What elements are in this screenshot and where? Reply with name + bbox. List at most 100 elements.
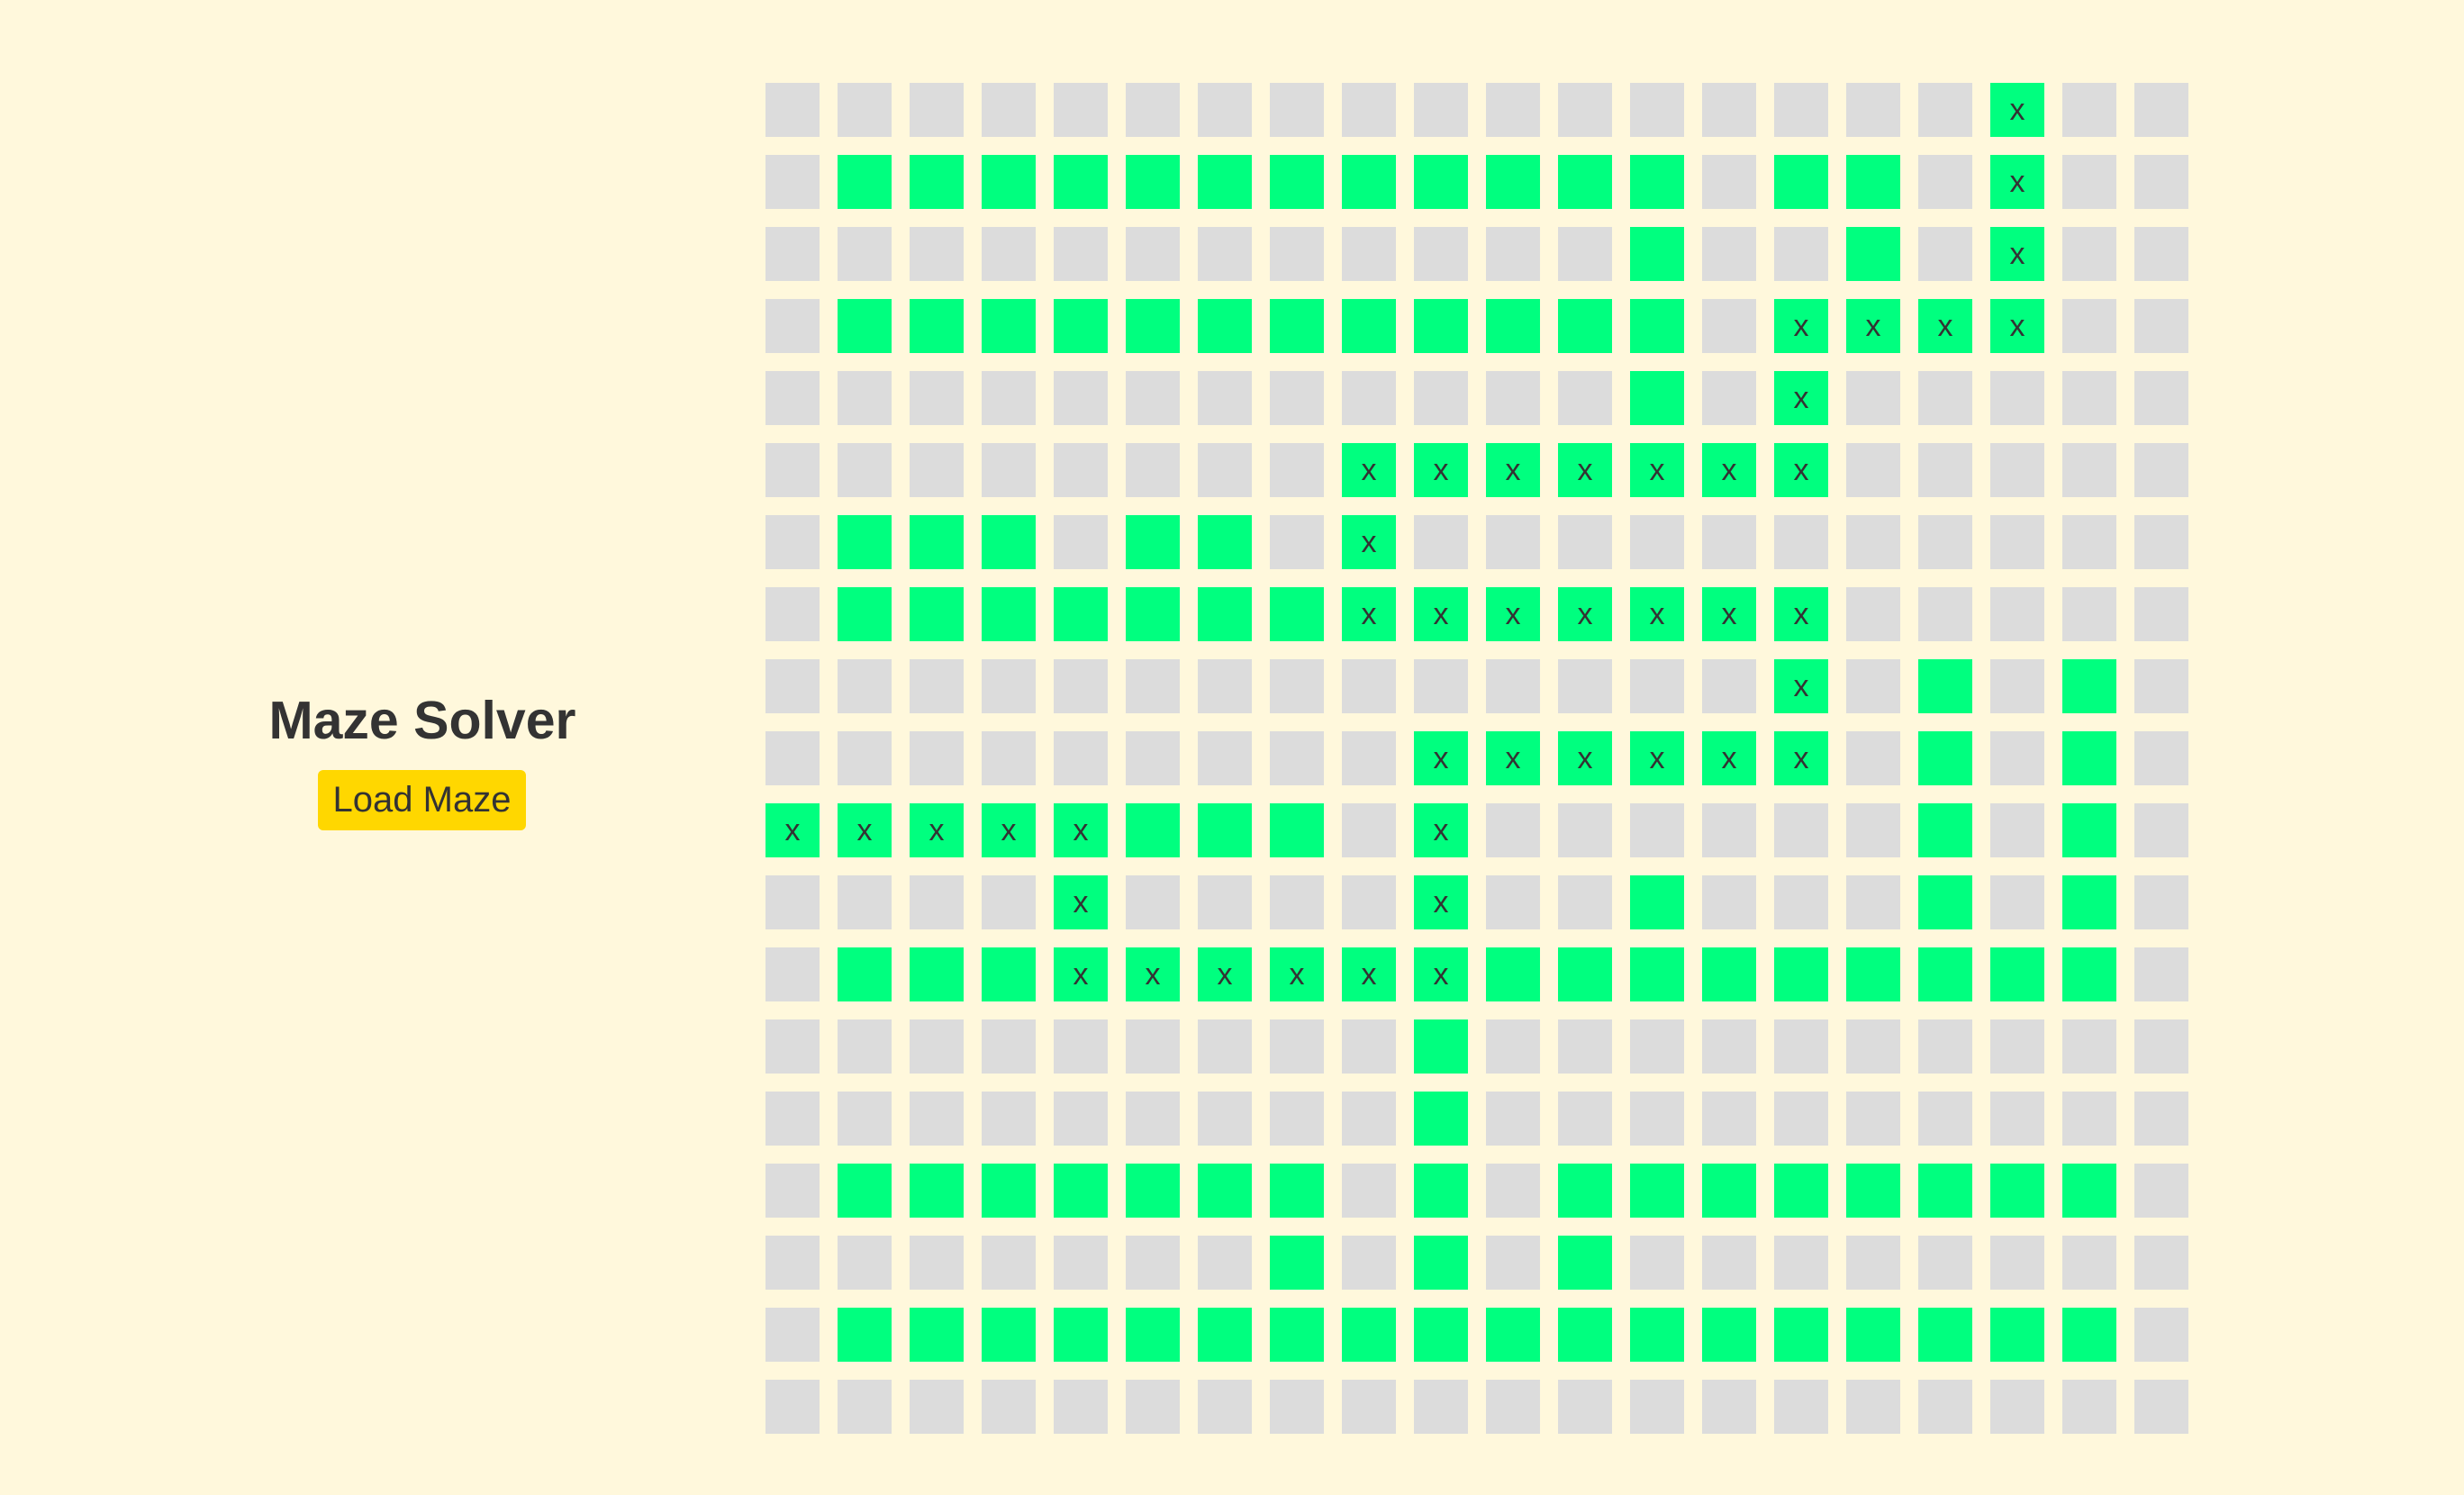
maze-cell-wall	[1342, 1380, 1396, 1434]
maze-cell-wall	[1918, 515, 1972, 569]
maze-cell-wall	[1990, 659, 2044, 713]
maze-cell-wall	[1990, 1380, 2044, 1434]
maze-cell-wall	[1126, 83, 1180, 137]
maze-cell-wall	[1054, 371, 1108, 425]
maze-cell-wall	[1918, 443, 1972, 497]
maze-cell-wall	[1126, 1019, 1180, 1074]
maze-cell-wall	[1990, 371, 2044, 425]
maze-cell-open	[1270, 155, 1324, 209]
maze-cell-open	[838, 155, 892, 209]
maze-cell-wall	[1486, 371, 1540, 425]
maze-cell-wall	[982, 227, 1036, 281]
maze-cell-path: x	[1054, 875, 1108, 929]
maze-cell-open	[838, 1308, 892, 1362]
maze-cell-open	[1846, 1164, 1900, 1218]
maze-cell-wall	[1270, 875, 1324, 929]
maze-cell-path: x	[1486, 443, 1540, 497]
maze-cell-wall	[1270, 1380, 1324, 1434]
maze-cell-wall	[1558, 1019, 1612, 1074]
maze-cell-wall	[1774, 875, 1828, 929]
maze-cell-wall	[765, 659, 820, 713]
maze-cell-wall	[1342, 803, 1396, 857]
maze-cell-wall	[1126, 371, 1180, 425]
maze-cell-wall	[982, 1380, 1036, 1434]
maze-cell-path: x	[1990, 155, 2044, 209]
maze-cell-path: x	[1054, 803, 1108, 857]
maze-cell-wall	[1414, 1380, 1468, 1434]
maze-cell-wall	[1990, 515, 2044, 569]
maze-cell-open	[2062, 1164, 2116, 1218]
page-title: Maze Solver	[268, 691, 576, 750]
maze-cell-open	[1342, 1308, 1396, 1362]
maze-cell-path: x	[1558, 731, 1612, 785]
maze-cell-wall	[2062, 155, 2116, 209]
maze-cell-wall	[2134, 947, 2188, 1001]
maze-cell-open	[1918, 1308, 1972, 1362]
maze-cell-wall	[1126, 875, 1180, 929]
maze-cell-open	[1630, 1308, 1684, 1362]
maze-cell-open	[1054, 1308, 1108, 1362]
maze-cell-wall	[910, 875, 964, 929]
maze-cell-wall	[910, 227, 964, 281]
maze-cell-open	[1558, 947, 1612, 1001]
maze-cell-open	[1126, 1164, 1180, 1218]
maze-cell-wall	[2134, 83, 2188, 137]
maze-cell-wall	[1846, 371, 1900, 425]
maze-cell-wall	[838, 227, 892, 281]
maze-cell-open	[1342, 155, 1396, 209]
maze-cell-wall	[1774, 803, 1828, 857]
maze-cell-wall	[2134, 731, 2188, 785]
maze-cell-wall	[765, 1236, 820, 1290]
sidebar: Maze Solver Load Maze	[0, 0, 765, 1495]
maze-cell-path: x	[1774, 371, 1828, 425]
maze-cell-wall	[1702, 1236, 1756, 1290]
maze-cell-wall	[1414, 659, 1468, 713]
maze-cell-path: x	[1990, 227, 2044, 281]
maze-cell-open	[1414, 1092, 1468, 1146]
maze-cell-path: x	[765, 803, 820, 857]
maze-cell-open	[1774, 1164, 1828, 1218]
maze-cell-open	[1414, 1164, 1468, 1218]
maze-cell-wall	[1918, 155, 1972, 209]
maze-cell-path: x	[1414, 443, 1468, 497]
maze-cell-open	[1126, 155, 1180, 209]
maze-cell-open	[1270, 803, 1324, 857]
maze-cell-open	[838, 587, 892, 641]
maze-cell-open	[1126, 587, 1180, 641]
maze-cell-path: x	[1414, 587, 1468, 641]
maze-cell-open	[1846, 227, 1900, 281]
maze-cell-open	[1846, 1308, 1900, 1362]
maze-cell-open	[1630, 1164, 1684, 1218]
maze-cell-wall	[2062, 1236, 2116, 1290]
maze-cell-open	[1054, 299, 1108, 353]
maze-cell-wall	[2134, 803, 2188, 857]
maze-cell-wall	[765, 1308, 820, 1362]
maze-cell-wall	[1918, 1380, 1972, 1434]
maze-cell-wall	[838, 875, 892, 929]
maze-cell-wall	[838, 443, 892, 497]
maze-cell-wall	[1342, 227, 1396, 281]
maze-cell-wall	[1990, 1019, 2044, 1074]
maze-cell-wall	[2134, 1019, 2188, 1074]
maze-cell-wall	[1270, 1092, 1324, 1146]
maze-cell-wall	[1774, 83, 1828, 137]
maze-cell-open	[2062, 803, 2116, 857]
maze-cell-wall	[910, 1019, 964, 1074]
maze-cell-open	[2062, 875, 2116, 929]
maze-cell-wall	[1342, 875, 1396, 929]
maze-cell-wall	[1702, 83, 1756, 137]
maze-cell-wall	[1486, 1380, 1540, 1434]
maze-cell-open	[1558, 1164, 1612, 1218]
maze-cell-wall	[1414, 515, 1468, 569]
maze-cell-wall	[1702, 1380, 1756, 1434]
maze-cell-wall	[2062, 227, 2116, 281]
maze-cell-open	[1414, 299, 1468, 353]
maze-cell-wall	[2062, 587, 2116, 641]
maze-cell-wall	[838, 371, 892, 425]
load-maze-button[interactable]: Load Maze	[318, 770, 526, 830]
maze-cell-wall	[1198, 371, 1252, 425]
maze-cell-wall	[1630, 83, 1684, 137]
maze-cell-wall	[1270, 1019, 1324, 1074]
maze-cell-wall	[1630, 515, 1684, 569]
maze-cell-wall	[1126, 1092, 1180, 1146]
